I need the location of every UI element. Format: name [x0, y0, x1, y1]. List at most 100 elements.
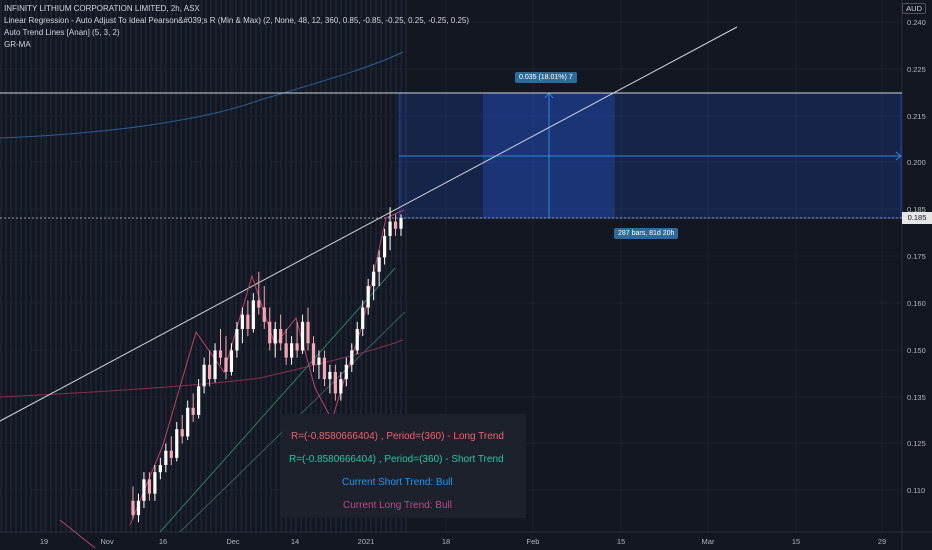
- short-trend-status: Current Short Trend: Bull: [342, 477, 453, 488]
- session-stripe: [210, 0, 212, 532]
- candle-body: [372, 271, 376, 287]
- indicator-gr-ma[interactable]: GR-MA: [4, 40, 31, 49]
- time-tick-label: 15: [792, 537, 800, 546]
- session-stripe: [330, 0, 332, 532]
- trend-info-panel: R=(-0.8580666404) , Period=(360) - Long …: [282, 414, 526, 518]
- session-stripe: [205, 0, 207, 532]
- candle-body: [251, 300, 255, 329]
- session-stripe: [85, 0, 87, 532]
- ma-lower-curve: [0, 339, 404, 398]
- candle-body: [142, 479, 146, 501]
- candle-body: [300, 321, 305, 351]
- session-stripe: [285, 0, 287, 532]
- session-stripe: [200, 0, 202, 532]
- indicator-linear-regression[interactable]: Linear Regression - Auto Adjust To Ideal…: [4, 16, 470, 25]
- time-tick-label: 16: [159, 537, 167, 546]
- price-axis[interactable]: 0.240 0.225 0.215 0.200 0.185 0.175 0.160 0.150…: [907, 18, 926, 495]
- session-stripe: [400, 0, 402, 532]
- candle-body: [382, 235, 387, 258]
- session-stripe: [265, 0, 267, 532]
- price-tick-label: 0.160: [907, 299, 926, 308]
- session-stripe: [125, 0, 127, 532]
- candle-body: [377, 257, 381, 272]
- session-stripe: [315, 0, 317, 532]
- candle-body: [388, 221, 392, 236]
- session-stripe: [130, 0, 132, 532]
- candle-body: [207, 364, 212, 380]
- candle-body: [164, 450, 168, 466]
- session-stripe: [305, 0, 307, 532]
- price-tick-label: 0.215: [907, 112, 926, 121]
- price-tick-label: 0.125: [907, 439, 926, 448]
- session-stripe: [110, 0, 112, 532]
- candle-body: [246, 314, 250, 329]
- session-stripe: [345, 0, 347, 532]
- short-trend-stats: R=(-0.8580666404) , Period=(360) - Short…: [289, 454, 504, 465]
- time-tick-label: 19: [40, 537, 48, 546]
- time-tick-label: Feb: [527, 537, 540, 546]
- candle-body: [175, 429, 179, 458]
- candle-body: [224, 357, 228, 372]
- session-stripe: [150, 0, 152, 532]
- candle-body: [191, 407, 195, 415]
- session-stripe: [40, 0, 42, 532]
- session-stripe: [235, 0, 237, 532]
- session-stripe: [35, 0, 37, 532]
- candle-body: [229, 350, 234, 372]
- candle-body: [202, 364, 206, 387]
- session-stripe: [25, 0, 27, 532]
- candle-body: [399, 218, 403, 229]
- session-stripe: [310, 0, 312, 532]
- session-stripe: [50, 0, 52, 532]
- candle-body: [131, 500, 135, 516]
- candle-body: [213, 350, 217, 380]
- session-stripe: [175, 0, 177, 532]
- candle-body: [240, 314, 244, 329]
- candle-body: [169, 450, 173, 458]
- candle-body: [355, 328, 359, 351]
- candle-body: [279, 328, 283, 344]
- time-tick-label: 18: [442, 537, 450, 546]
- long-trend-stats: R=(-0.8580666404) , Period=(360) - Long …: [291, 431, 504, 442]
- session-stripe: [155, 0, 157, 532]
- session-stripe: [360, 0, 362, 532]
- chart-title[interactable]: INFINITY LITHIUM CORPORATION LIMITED, 2h…: [4, 4, 200, 13]
- price-tick-label: 0.225: [907, 65, 926, 74]
- session-stripe: [5, 0, 7, 532]
- time-tick-label: 15: [617, 537, 625, 546]
- session-stripe: [145, 0, 147, 532]
- session-stripe: [245, 0, 247, 532]
- time-tick-label: 14: [291, 537, 299, 546]
- candle-body: [257, 300, 261, 308]
- measure-price-label: 0.035 (18.01%) 7: [515, 72, 577, 83]
- price-tick-label: 0.135: [907, 393, 926, 402]
- session-stripe: [135, 0, 137, 532]
- session-stripe: [255, 0, 257, 532]
- session-stripe: [170, 0, 172, 532]
- candle-body: [180, 429, 184, 437]
- session-stripe: [295, 0, 297, 532]
- candle-body: [361, 307, 365, 329]
- session-stripe: [0, 0, 2, 532]
- price-tick-label: 0.175: [907, 252, 926, 261]
- session-stripe: [260, 0, 262, 532]
- candle-body: [317, 357, 321, 365]
- time-tick-label: Dec: [226, 537, 240, 546]
- session-stripe: [215, 0, 217, 532]
- session-stripe: [75, 0, 77, 532]
- currency-label[interactable]: AUD: [902, 3, 926, 14]
- time-axis[interactable]: 19 Nov 16 Dec 14 2021 18 Feb 15 Mar 15 29: [40, 537, 886, 546]
- session-stripe: [160, 0, 162, 532]
- time-tick-label: Nov: [100, 537, 114, 546]
- session-stripe: [95, 0, 97, 532]
- candle-body: [147, 479, 152, 494]
- session-stripe: [30, 0, 32, 532]
- candle-body: [235, 328, 239, 351]
- measure-bars-label: 287 bars, 81d 20h: [614, 228, 679, 239]
- time-tick-label: Mar: [702, 537, 715, 546]
- session-stripe: [10, 0, 12, 532]
- indicator-auto-trend-lines[interactable]: Auto Trend Lines [Anan] (5, 3, 2): [4, 28, 120, 37]
- session-stripe: [395, 0, 397, 532]
